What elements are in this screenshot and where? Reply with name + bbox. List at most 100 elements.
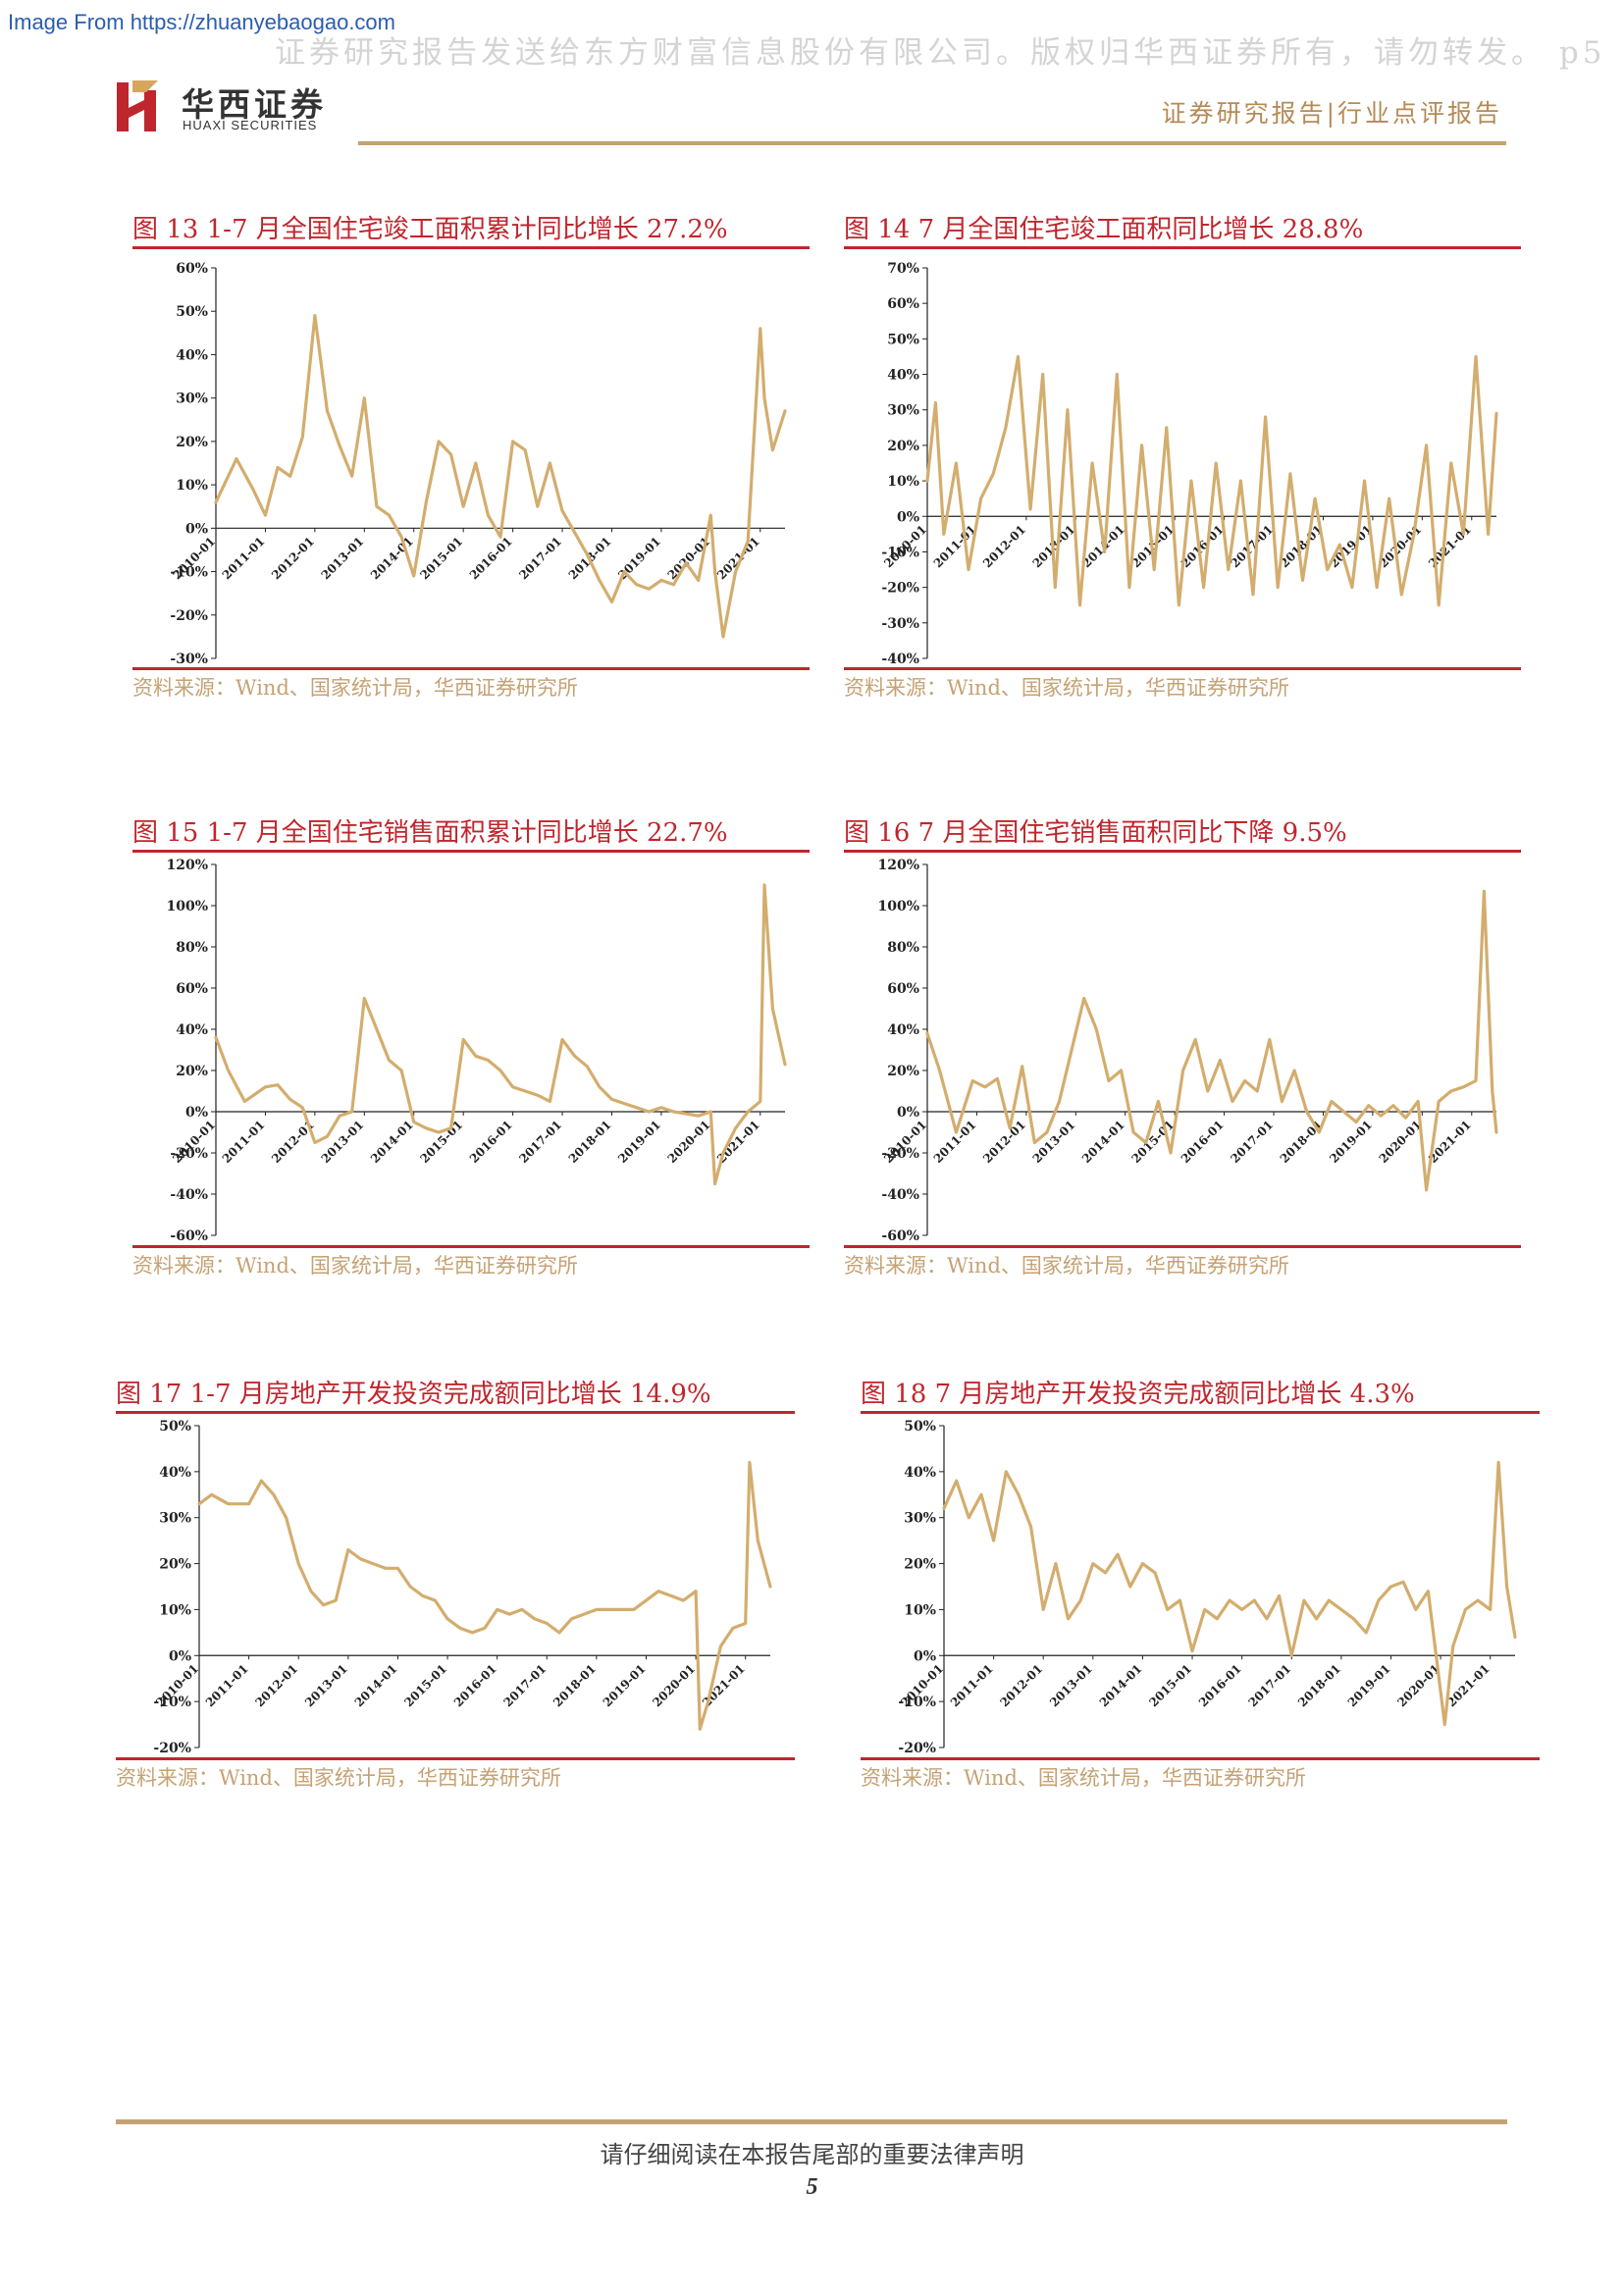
series-line — [942, 1460, 1517, 1727]
y-tick-label: -40% — [881, 1187, 919, 1203]
brand-name-en: HUAXI SECURITIES — [183, 118, 318, 132]
x-tick-label: 2013-01 — [1047, 1662, 1095, 1710]
header-divider — [358, 141, 1506, 145]
y-tick-label: 30% — [176, 391, 208, 407]
x-tick-label: 2014-01 — [1097, 1662, 1145, 1710]
source-rule — [116, 1757, 795, 1760]
y-tick-label: -20% — [881, 1146, 919, 1162]
brand-name-cn: 华西证券 — [182, 85, 327, 124]
x-tick-label: 2020-01 — [1394, 1662, 1442, 1710]
y-tick-label: 0% — [914, 1648, 936, 1664]
y-tick-label: 50% — [159, 1419, 191, 1435]
y-tick-label: 60% — [176, 981, 208, 997]
y-tick-label: 60% — [887, 296, 919, 312]
x-tick-label: 2013-01 — [319, 535, 367, 583]
source-rule — [861, 1757, 1540, 1760]
chart-plot: -60%-40%-20%0%20%40%60%80%100%120%2010-0… — [877, 858, 1498, 1244]
y-tick-label: 0% — [897, 1105, 919, 1121]
chart-plot: -20%-10%0%10%20%30%40%50%2010-01 2011-01 2… — [153, 1419, 772, 1756]
y-tick-label: -40% — [881, 652, 919, 667]
y-tick-label: 50% — [887, 332, 919, 347]
x-tick-label: 2020-01 — [665, 1118, 713, 1166]
x-tick-label: 2019-01 — [1345, 1662, 1393, 1710]
brand-logo — [117, 80, 158, 131]
figure-source: 资料来源：Wind、国家统计局，华西证券研究所 — [132, 1254, 578, 1278]
x-tick-label: 2019-01 — [601, 1662, 649, 1710]
x-tick-label: 2017-01 — [516, 1118, 564, 1166]
y-tick-label: 80% — [176, 940, 208, 956]
x-tick-label: 2012-01 — [980, 522, 1028, 570]
y-tick-label: 0% — [185, 1105, 208, 1121]
y-tick-label: -10% — [881, 545, 919, 560]
y-tick-label: -60% — [170, 1228, 208, 1244]
report-type: 证券研究报告|行业点评报告 — [1161, 99, 1502, 128]
y-tick-label: 20% — [176, 435, 208, 450]
x-tick-label: 2017-01 — [516, 535, 564, 583]
chart-plot: -30%-20%-10%0%10%20%30%40%50%60%2010-01 2… — [170, 261, 787, 667]
y-tick-label: -10% — [170, 565, 208, 581]
source-rule — [132, 667, 810, 670]
x-tick-label: 2015-01 — [417, 535, 465, 583]
x-tick-label: 2014-01 — [1079, 1118, 1127, 1166]
y-tick-label: 20% — [159, 1557, 191, 1573]
x-tick-label: 2017-01 — [1246, 1662, 1294, 1710]
x-tick-label: 2011-01 — [203, 1662, 251, 1710]
x-tick-label: 2014-01 — [352, 1662, 400, 1710]
x-tick-label: 2011-01 — [220, 1118, 268, 1166]
figure-title: 图 14 7 月全国住宅竣工面积同比增长 28.8% — [844, 215, 1364, 244]
y-tick-label: 50% — [904, 1419, 936, 1435]
y-tick-label: 30% — [887, 403, 919, 419]
chart-plot: -20%-10%0%10%20%30%40%50%2010-01 2011-01 2… — [898, 1419, 1517, 1756]
title-rule — [116, 1411, 795, 1414]
y-tick-label: -20% — [898, 1741, 936, 1756]
figure-title: 图 17 1-7 月房地产开发投资完成额同比增长 14.9% — [116, 1380, 711, 1409]
x-tick-label: 2019-01 — [1327, 522, 1375, 570]
y-tick-label: -20% — [170, 1146, 208, 1162]
x-tick-label: 2015-01 — [401, 1662, 449, 1710]
y-tick-label: 40% — [887, 368, 919, 384]
x-tick-label: 2020-01 — [1377, 1118, 1425, 1166]
x-tick-label: 2012-01 — [269, 535, 317, 583]
legal-notice: 请仔细阅读在本报告尾部的重要法律声明 — [600, 2141, 1024, 2168]
x-tick-label: 2017-01 — [501, 1662, 550, 1710]
source-link[interactable]: Image From https://zhuanyebaogao.com — [8, 10, 395, 34]
x-tick-label: 2020-01 — [650, 1662, 698, 1710]
x-tick-label: 2012-01 — [997, 1662, 1045, 1710]
y-tick-label: -20% — [153, 1741, 191, 1756]
y-tick-label: 80% — [887, 940, 919, 956]
y-tick-label: 100% — [166, 899, 208, 914]
watermark-text: 证券研究报告发送给东方财富信息股份有限公司。版权归华西证券所有，请勿转发。 p5 — [275, 35, 1606, 71]
figure-source: 资料来源：Wind、国家统计局，华西证券研究所 — [861, 1766, 1306, 1790]
x-tick-label: 2011-01 — [948, 1662, 996, 1710]
title-rule — [132, 246, 810, 249]
y-tick-label: 60% — [887, 981, 919, 997]
y-tick-label: 20% — [904, 1557, 936, 1573]
y-tick-label: 10% — [159, 1602, 191, 1618]
x-tick-label: 2018-01 — [550, 1662, 599, 1710]
title-rule — [132, 850, 810, 853]
y-tick-label: -30% — [170, 652, 208, 667]
series-line — [197, 1460, 772, 1731]
y-tick-label: -20% — [170, 608, 208, 624]
series-line — [925, 354, 1498, 607]
y-tick-label: 20% — [887, 439, 919, 454]
y-tick-label: 30% — [904, 1511, 936, 1527]
title-rule — [844, 850, 1521, 853]
y-tick-label: -30% — [881, 616, 919, 632]
x-tick-label: 2017-01 — [1228, 1118, 1276, 1166]
x-tick-label: 2021-01 — [714, 535, 762, 583]
series-line — [214, 313, 787, 639]
x-tick-label: 2015-01 — [1128, 1118, 1177, 1166]
y-tick-label: 40% — [904, 1465, 936, 1481]
figure-source: 资料来源：Wind、国家统计局，华西证券研究所 — [844, 1254, 1289, 1278]
y-tick-label: -10% — [153, 1695, 191, 1710]
source-rule — [844, 1245, 1521, 1248]
x-tick-label: 2016-01 — [467, 1118, 515, 1166]
source-rule — [844, 667, 1521, 670]
y-tick-label: 20% — [887, 1064, 919, 1079]
y-tick-label: 120% — [877, 858, 919, 873]
y-tick-label: 50% — [176, 304, 208, 320]
y-tick-label: 40% — [176, 347, 208, 363]
y-tick-label: 0% — [169, 1648, 191, 1664]
figure-title: 图 18 7 月房地产开发投资完成额同比增长 4.3% — [861, 1380, 1415, 1409]
